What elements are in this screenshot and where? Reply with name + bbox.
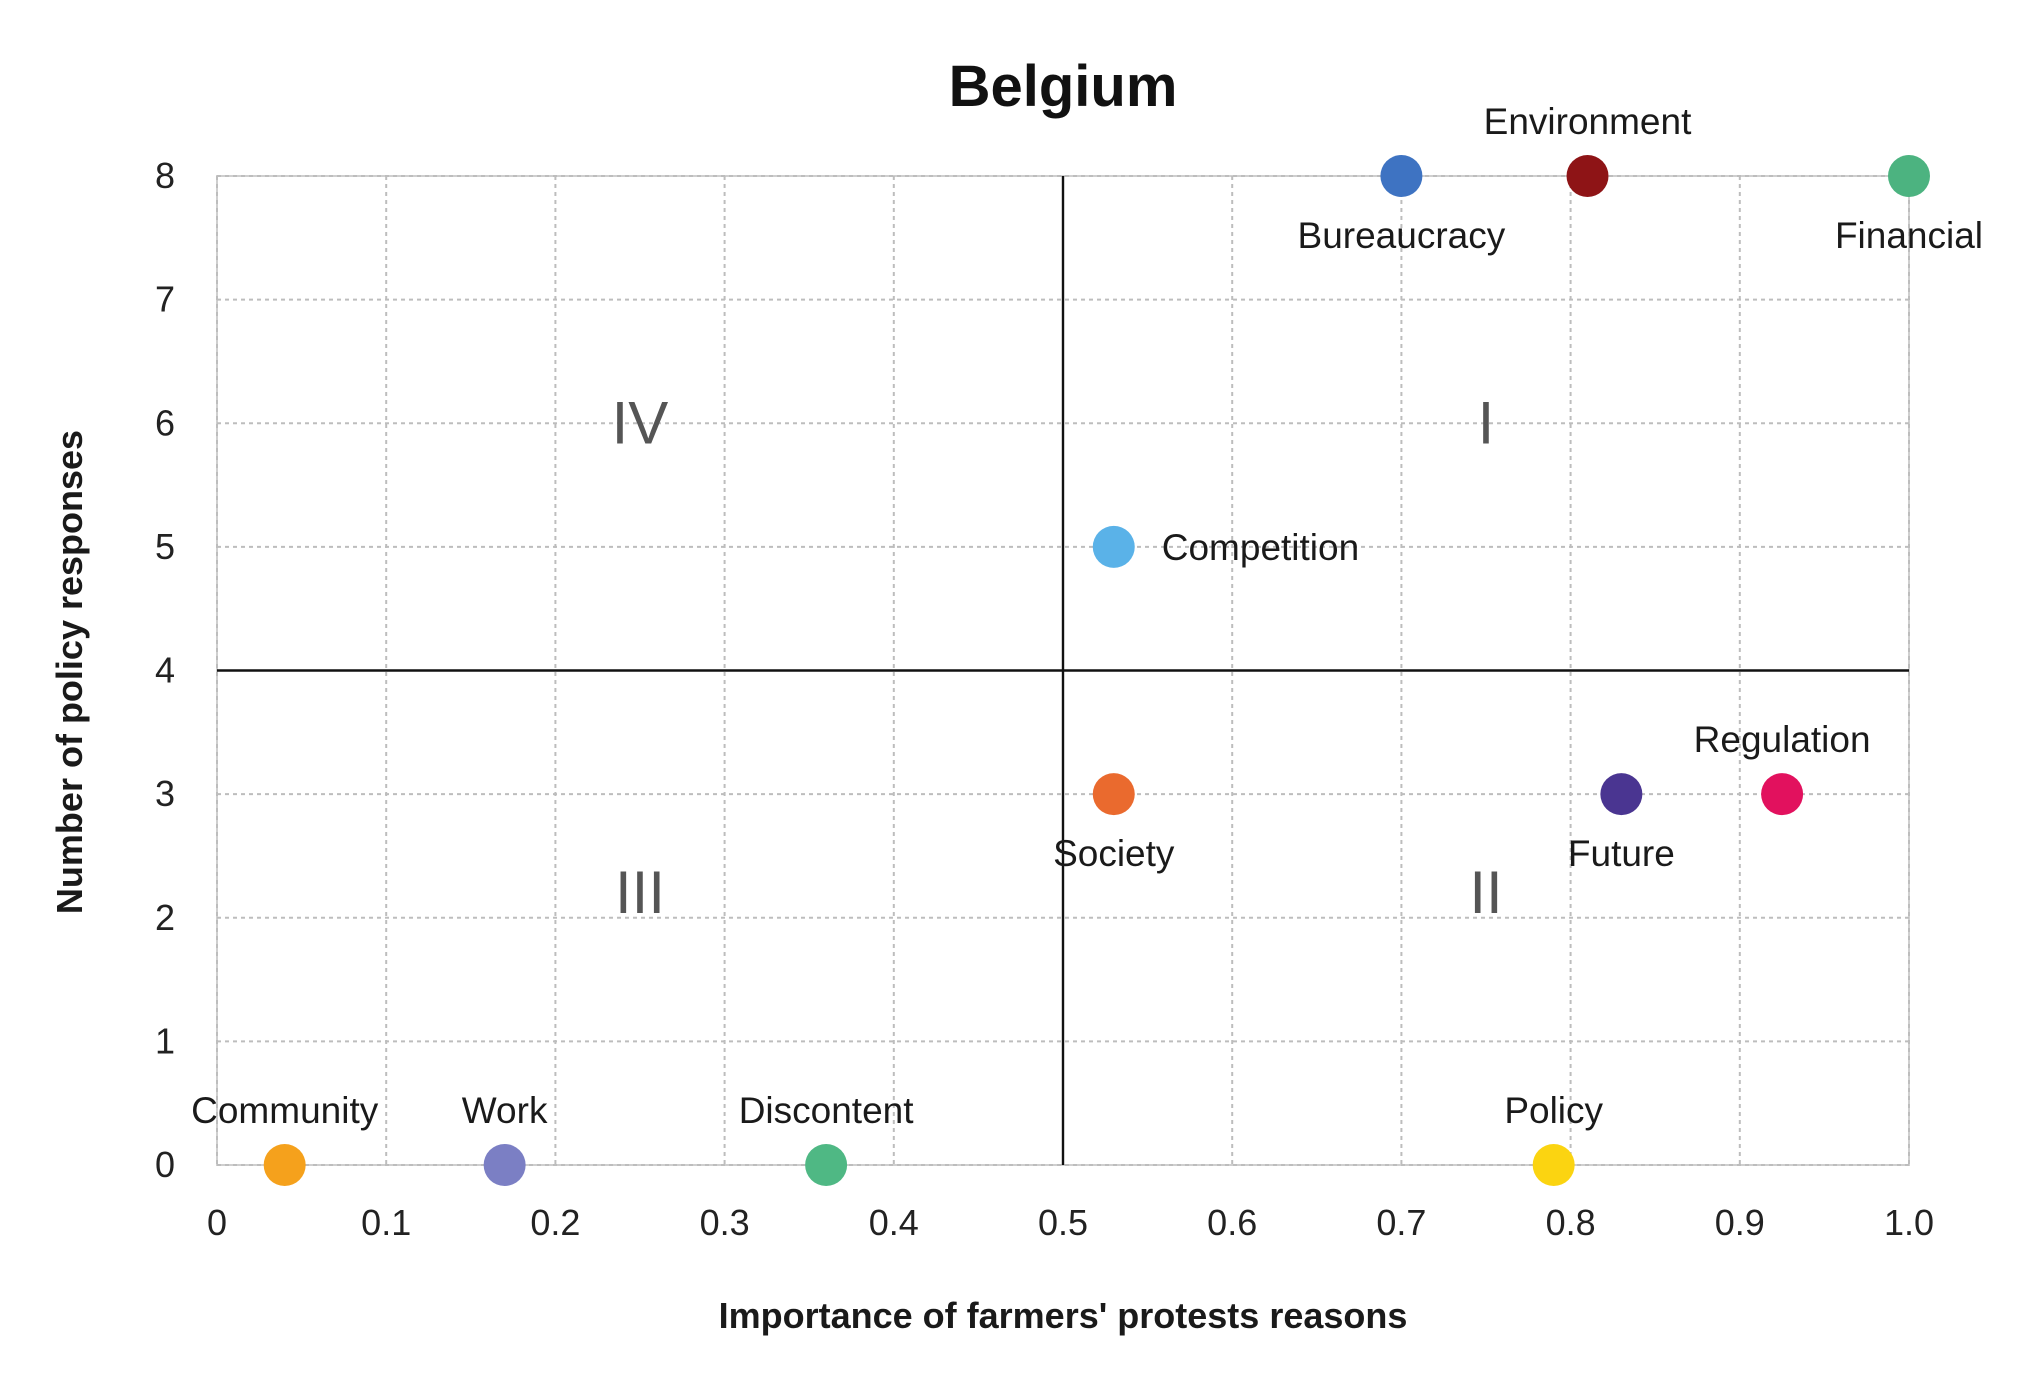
point-label: Competition [1162,527,1359,568]
point-label: Discontent [739,1090,915,1131]
data-point [483,1144,526,1186]
data-point [1888,155,1930,197]
x-tick-label: 0.1 [361,1202,411,1243]
y-tick-label: 7 [155,279,175,320]
data-point [1092,773,1135,816]
point-label: Environment [1484,101,1692,142]
y-tick-label: 3 [155,773,175,814]
y-tick-label: 8 [155,155,175,196]
x-tick-label: 0.3 [700,1202,750,1243]
data-point [1761,773,1804,816]
data-point [1532,1144,1575,1186]
y-axis-label: Number of policy responses [49,430,90,914]
data-point [805,1144,848,1186]
point-label: Regulation [1694,719,1871,760]
quadrant-dividers [217,176,1909,1165]
x-tick-label: 0.8 [1546,1202,1596,1243]
y-tick-label: 1 [155,1020,175,1061]
point-label: Future [1568,833,1675,874]
x-tick-labels: 0 0.1 0.2 0.3 0.4 0.5 0.6 0.7 0.8 0.9 1.0 [207,1202,1934,1243]
point-label: Policy [1504,1090,1603,1131]
data-point [1380,155,1423,197]
y-tick-label: 2 [155,897,175,938]
point-labels: Community Work Discontent Policy Society Futu… [191,101,1983,1131]
x-tick-label: 0.7 [1376,1202,1426,1243]
x-tick-label: 0.2 [530,1202,580,1243]
x-tick-label: 1.0 [1884,1202,1934,1243]
y-tick-label: 6 [155,402,175,443]
chart-title: Belgium [949,54,1178,119]
point-label: Community [191,1090,379,1131]
x-axis-label: Importance of farmers' protests reasons [719,1295,1408,1336]
point-label: Bureaucracy [1298,215,1506,256]
data-point [1600,773,1643,816]
data-point [263,1144,306,1186]
x-tick-label: 0.4 [869,1202,919,1243]
x-tick-label: 0.6 [1207,1202,1257,1243]
quadrant-label: II [1469,859,1502,926]
data-point [1566,155,1609,197]
x-tick-label: 0.9 [1715,1202,1765,1243]
y-tick-labels: 0 1 2 3 4 5 6 7 8 [155,155,175,1185]
x-tick-label: 0 [207,1202,227,1243]
y-tick-label: 5 [155,526,175,567]
y-tick-label: 4 [155,650,175,691]
data-points [263,155,1930,1186]
y-tick-label: 0 [155,1144,175,1185]
point-label: Society [1053,833,1175,874]
point-label: Work [462,1090,548,1131]
x-tick-label: 0.5 [1038,1202,1088,1243]
quadrant-label: I [1478,389,1495,456]
data-point [1092,525,1135,568]
quadrant-label: IV [612,389,669,456]
point-label: Financial [1835,215,1983,256]
quadrant-label: III [615,859,665,926]
